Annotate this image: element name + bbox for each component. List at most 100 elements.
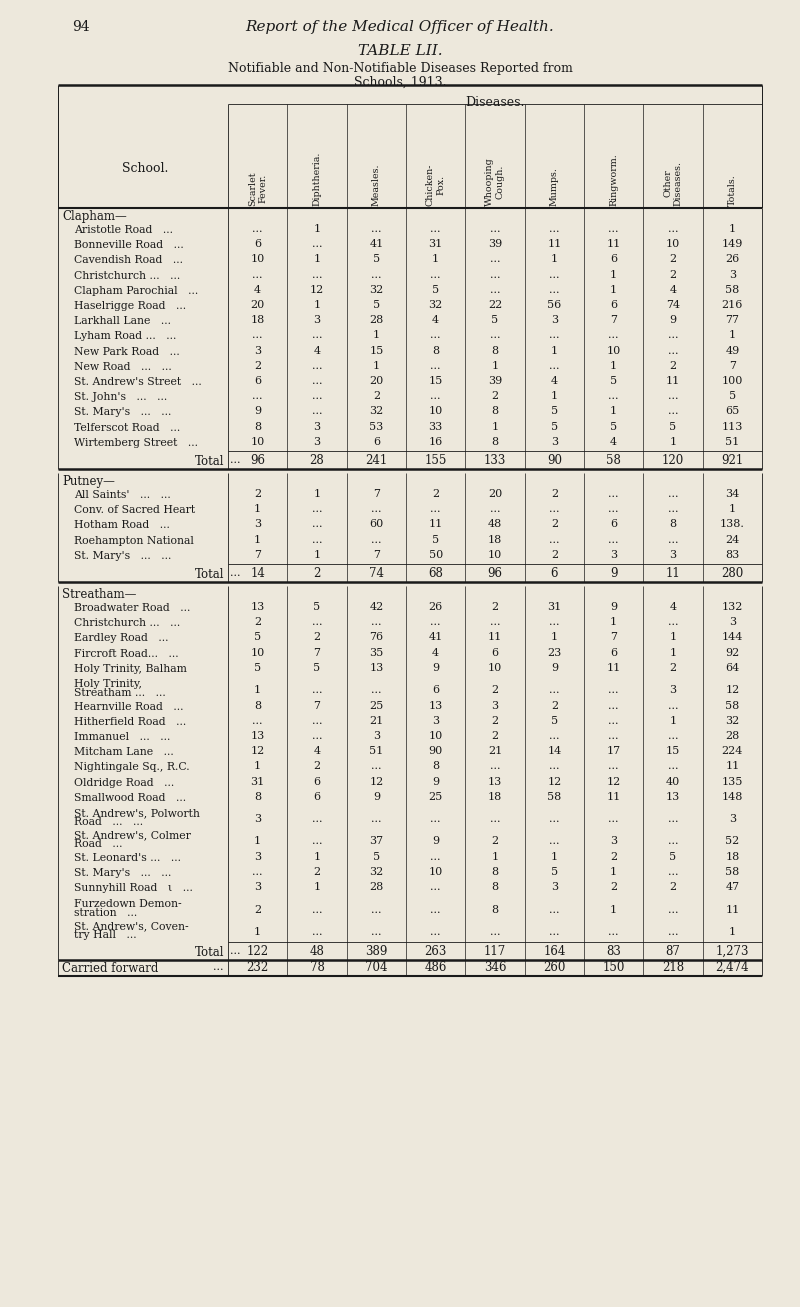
Text: ...: ... [312, 361, 322, 371]
Text: ...: ... [549, 269, 559, 280]
Text: Hitherfield Road   ...: Hitherfield Road ... [74, 716, 186, 727]
Text: 232: 232 [246, 961, 269, 974]
Text: 5: 5 [373, 301, 380, 310]
Text: 52: 52 [726, 836, 739, 847]
Text: 11: 11 [488, 633, 502, 643]
Text: 3: 3 [491, 701, 498, 711]
Text: ...: ... [609, 716, 619, 725]
Text: 1: 1 [254, 836, 262, 847]
Text: ...: ... [549, 535, 559, 545]
Text: 3: 3 [254, 814, 262, 823]
Text: Christchurch ...   ...: Christchurch ... ... [74, 271, 180, 281]
Text: Mumps.: Mumps. [550, 167, 559, 207]
Text: 2: 2 [491, 685, 498, 695]
Text: ...: ... [312, 391, 322, 401]
Text: 5: 5 [432, 285, 439, 295]
Text: ...: ... [668, 391, 678, 401]
Text: 4: 4 [314, 746, 321, 757]
Text: 33: 33 [429, 422, 442, 431]
Text: 5: 5 [314, 663, 321, 673]
Text: 4: 4 [432, 647, 439, 657]
Text: 9: 9 [432, 836, 439, 847]
Text: Eardley Road   ...: Eardley Road ... [74, 634, 169, 643]
Text: 3: 3 [254, 345, 262, 356]
Text: ...: ... [549, 331, 559, 340]
Text: 28: 28 [310, 454, 324, 467]
Text: ...: ... [230, 455, 241, 465]
Text: 10: 10 [606, 345, 621, 356]
Text: 6: 6 [550, 567, 558, 580]
Text: 5: 5 [491, 315, 498, 325]
Text: 6: 6 [254, 376, 262, 386]
Text: ...: ... [549, 761, 559, 771]
Text: Haselrigge Road   ...: Haselrigge Road ... [74, 301, 186, 311]
Text: 117: 117 [484, 945, 506, 958]
Text: 31: 31 [547, 603, 562, 612]
Text: 1: 1 [550, 255, 558, 264]
Text: ...: ... [668, 223, 678, 234]
Text: 1: 1 [491, 852, 498, 861]
Text: ...: ... [609, 927, 619, 937]
Text: 5: 5 [254, 633, 262, 643]
Text: 10: 10 [250, 255, 265, 264]
Text: 11: 11 [726, 904, 739, 915]
Text: 25: 25 [370, 701, 383, 711]
Text: 7: 7 [314, 647, 321, 657]
Text: ...: ... [312, 731, 322, 741]
Text: ...: ... [490, 255, 500, 264]
Text: Sunnyhill Road   ι   ...: Sunnyhill Road ι ... [74, 884, 193, 893]
Text: 149: 149 [722, 239, 743, 250]
Text: 3: 3 [550, 882, 558, 893]
Text: Schools, 1913.: Schools, 1913. [354, 76, 446, 89]
Text: 5: 5 [729, 391, 736, 401]
Text: ...: ... [668, 535, 678, 545]
Text: 704: 704 [365, 961, 387, 974]
Text: 1: 1 [670, 633, 677, 643]
Text: All Saints'   ...   ...: All Saints' ... ... [74, 490, 170, 501]
Text: Holy Trinity,: Holy Trinity, [74, 680, 142, 689]
Text: Total: Total [194, 569, 224, 582]
Text: ...: ... [430, 814, 441, 823]
Text: 13: 13 [429, 701, 442, 711]
Text: Totals.: Totals. [728, 174, 737, 207]
Text: 4: 4 [254, 285, 262, 295]
Text: ...: ... [490, 223, 500, 234]
Text: ...: ... [312, 927, 322, 937]
Text: 2: 2 [550, 489, 558, 499]
Text: 21: 21 [488, 746, 502, 757]
Text: stration   ...: stration ... [74, 907, 138, 918]
Text: ...: ... [312, 814, 322, 823]
Text: 5: 5 [550, 716, 558, 725]
Text: Report of the Medical Officer of Health.: Report of the Medical Officer of Health. [246, 20, 554, 34]
Text: 1: 1 [314, 882, 321, 893]
Text: 8: 8 [670, 519, 677, 529]
Text: 132: 132 [722, 603, 743, 612]
Text: 3: 3 [254, 852, 262, 861]
Text: Road   ...: Road ... [74, 839, 122, 850]
Text: ...: ... [668, 617, 678, 627]
Text: ...: ... [371, 223, 382, 234]
Text: 4: 4 [670, 285, 677, 295]
Text: ...: ... [490, 285, 500, 295]
Text: 7: 7 [373, 489, 380, 499]
Text: 8: 8 [491, 437, 498, 447]
Text: 7: 7 [373, 550, 380, 559]
Text: 58: 58 [726, 701, 739, 711]
Text: 280: 280 [722, 567, 743, 580]
Text: 8: 8 [432, 345, 439, 356]
Text: Scarlet
Fever.: Scarlet Fever. [248, 171, 267, 207]
Text: 1: 1 [491, 361, 498, 371]
Text: Broadwater Road   ...: Broadwater Road ... [74, 603, 190, 613]
Text: 94: 94 [72, 20, 90, 34]
Text: 218: 218 [662, 961, 684, 974]
Text: ...: ... [668, 836, 678, 847]
Text: 2: 2 [670, 361, 677, 371]
Text: ...: ... [214, 962, 224, 971]
Text: Fircroft Road...   ...: Fircroft Road... ... [74, 648, 178, 659]
Text: 1: 1 [610, 361, 618, 371]
Text: 37: 37 [370, 836, 383, 847]
Text: Diseases.: Diseases. [466, 95, 525, 108]
Text: 1: 1 [670, 647, 677, 657]
Text: St. Andrew's, Colmer: St. Andrew's, Colmer [74, 830, 191, 840]
Text: 90: 90 [429, 746, 442, 757]
